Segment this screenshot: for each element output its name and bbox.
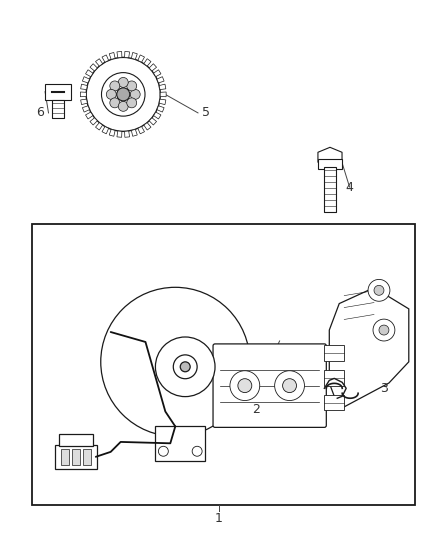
Polygon shape xyxy=(95,123,102,130)
Circle shape xyxy=(127,81,137,91)
Circle shape xyxy=(368,279,390,301)
FancyBboxPatch shape xyxy=(55,445,97,469)
Circle shape xyxy=(275,371,304,400)
Polygon shape xyxy=(138,126,145,134)
Polygon shape xyxy=(157,77,164,83)
Bar xyxy=(324,167,336,212)
Polygon shape xyxy=(160,92,166,97)
Bar xyxy=(324,370,344,386)
Bar xyxy=(318,159,342,169)
Bar xyxy=(59,434,93,446)
Polygon shape xyxy=(159,99,166,104)
Polygon shape xyxy=(125,52,130,58)
Circle shape xyxy=(130,90,140,99)
Polygon shape xyxy=(318,147,342,167)
Polygon shape xyxy=(144,59,151,66)
Text: 1: 1 xyxy=(215,512,223,524)
Circle shape xyxy=(238,378,252,393)
Bar xyxy=(83,449,91,465)
Polygon shape xyxy=(102,126,109,134)
Polygon shape xyxy=(117,52,122,58)
Polygon shape xyxy=(81,99,87,104)
Polygon shape xyxy=(149,64,156,71)
Polygon shape xyxy=(159,84,166,90)
Circle shape xyxy=(374,285,384,295)
Bar xyxy=(324,394,344,410)
Circle shape xyxy=(118,77,128,87)
Circle shape xyxy=(373,319,395,341)
Bar xyxy=(324,345,344,361)
Circle shape xyxy=(159,446,168,456)
Polygon shape xyxy=(95,59,102,66)
Text: 5: 5 xyxy=(202,107,210,119)
Circle shape xyxy=(102,72,145,116)
Circle shape xyxy=(118,101,128,111)
Circle shape xyxy=(180,362,190,372)
Polygon shape xyxy=(157,106,164,112)
Polygon shape xyxy=(109,52,115,59)
Circle shape xyxy=(155,337,215,397)
Polygon shape xyxy=(102,55,109,62)
Polygon shape xyxy=(154,70,161,77)
Polygon shape xyxy=(85,70,93,77)
Polygon shape xyxy=(81,84,87,90)
Polygon shape xyxy=(117,131,122,138)
Polygon shape xyxy=(138,55,145,62)
Polygon shape xyxy=(82,106,89,112)
Circle shape xyxy=(110,81,120,91)
Text: 3: 3 xyxy=(381,382,389,395)
Circle shape xyxy=(117,88,130,101)
Polygon shape xyxy=(149,118,156,125)
Text: 2: 2 xyxy=(252,403,260,416)
Circle shape xyxy=(192,446,202,456)
Circle shape xyxy=(173,355,197,379)
Bar xyxy=(155,426,205,461)
Polygon shape xyxy=(85,112,93,119)
Polygon shape xyxy=(125,131,130,138)
Bar xyxy=(72,449,80,465)
Polygon shape xyxy=(80,92,86,97)
Bar xyxy=(45,84,71,100)
Text: 4: 4 xyxy=(346,181,353,193)
Circle shape xyxy=(230,371,260,400)
Circle shape xyxy=(283,378,297,393)
FancyBboxPatch shape xyxy=(213,344,326,427)
Polygon shape xyxy=(90,118,97,125)
Bar xyxy=(32,224,415,505)
Polygon shape xyxy=(109,130,115,136)
Polygon shape xyxy=(131,130,137,136)
Text: 6: 6 xyxy=(37,107,45,119)
Bar xyxy=(61,449,69,465)
Circle shape xyxy=(127,98,137,108)
Polygon shape xyxy=(82,77,89,83)
Circle shape xyxy=(86,58,160,131)
Circle shape xyxy=(110,98,120,108)
Circle shape xyxy=(101,287,250,437)
Circle shape xyxy=(106,90,116,99)
Bar xyxy=(52,100,64,118)
Circle shape xyxy=(379,325,389,335)
Polygon shape xyxy=(144,123,151,130)
Polygon shape xyxy=(154,112,161,119)
Polygon shape xyxy=(329,288,409,409)
Polygon shape xyxy=(90,64,97,71)
Polygon shape xyxy=(131,52,137,59)
